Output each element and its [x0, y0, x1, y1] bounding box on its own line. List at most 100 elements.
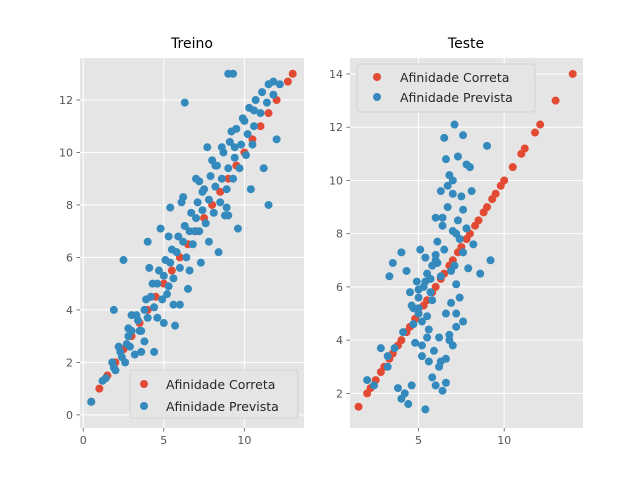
point-afinidade-prevista	[409, 320, 418, 329]
point-afinidade-prevista	[204, 195, 213, 204]
point-afinidade-prevista	[441, 378, 450, 387]
x-tick-label: 5	[415, 434, 422, 447]
point-afinidade-prevista	[206, 172, 215, 181]
point-afinidade-correta	[520, 144, 529, 153]
point-afinidade-prevista	[198, 187, 207, 196]
y-tick-label: 6	[336, 281, 343, 294]
point-afinidade-prevista	[175, 300, 184, 309]
x-tick-label: 0	[80, 434, 87, 447]
point-afinidade-prevista	[143, 313, 152, 322]
point-afinidade-prevista	[421, 405, 430, 414]
point-afinidade-prevista	[369, 381, 378, 390]
point-afinidade-correta	[264, 109, 273, 118]
point-afinidade-prevista	[217, 143, 226, 152]
point-afinidade-prevista	[393, 384, 402, 393]
point-afinidade-prevista	[222, 203, 231, 212]
point-afinidade-prevista	[453, 216, 462, 225]
point-afinidade-prevista	[192, 174, 201, 183]
point-afinidade-prevista	[250, 106, 259, 115]
point-afinidade-prevista	[217, 174, 226, 183]
point-afinidade-prevista	[272, 135, 281, 144]
point-afinidade-prevista	[192, 214, 201, 223]
point-afinidade-prevista	[412, 277, 421, 286]
point-afinidade-prevista	[227, 127, 236, 136]
point-afinidade-prevista	[230, 153, 239, 162]
point-afinidade-prevista	[459, 205, 468, 214]
legend-marker-correta	[373, 73, 381, 81]
point-afinidade-prevista	[269, 77, 278, 86]
point-afinidade-prevista	[465, 163, 474, 172]
legend-label-correta: Afinidade Correta	[166, 377, 275, 392]
point-afinidade-prevista	[188, 240, 197, 249]
point-afinidade-prevista	[229, 174, 238, 183]
point-afinidade-prevista	[158, 295, 167, 304]
data-points	[87, 69, 297, 406]
point-afinidade-prevista	[150, 347, 159, 356]
point-afinidade-prevista	[448, 227, 457, 236]
point-afinidade-prevista	[150, 303, 159, 312]
point-afinidade-prevista	[452, 280, 461, 289]
point-afinidade-prevista	[383, 362, 392, 371]
point-afinidade-prevista	[440, 133, 449, 142]
y-tick-label: 4	[66, 304, 73, 317]
point-afinidade-prevista	[124, 324, 133, 333]
point-afinidade-prevista	[483, 141, 492, 150]
point-afinidade-prevista	[125, 342, 134, 351]
point-afinidade-prevista	[407, 381, 416, 390]
point-afinidade-prevista	[161, 256, 170, 265]
point-afinidade-prevista	[262, 98, 271, 107]
point-afinidade-prevista	[196, 258, 205, 267]
point-afinidade-prevista	[119, 256, 128, 265]
point-afinidade-prevista	[450, 120, 459, 129]
point-afinidade-correta	[216, 187, 225, 196]
point-afinidade-prevista	[414, 285, 423, 294]
point-afinidade-prevista	[180, 98, 189, 107]
point-afinidade-prevista	[114, 342, 123, 351]
point-afinidade-prevista	[402, 266, 411, 275]
y-tick-label: 4	[336, 334, 343, 347]
point-afinidade-prevista	[423, 333, 432, 342]
point-afinidade-prevista	[399, 328, 408, 337]
point-afinidade-prevista	[164, 282, 173, 291]
point-afinidade-correta	[536, 120, 545, 129]
tick-labels: 0 5 10 0 2 4 6 8 10 12	[59, 94, 251, 447]
point-afinidade-prevista	[400, 389, 409, 398]
point-afinidade-prevista	[390, 344, 399, 353]
point-afinidade-prevista	[159, 271, 168, 280]
point-afinidade-prevista	[383, 352, 392, 361]
y-tick-label: 2	[66, 356, 73, 369]
point-afinidade-prevista	[203, 143, 212, 152]
point-afinidade-prevista	[214, 248, 223, 257]
point-afinidade-prevista	[464, 264, 473, 273]
point-afinidade-correta	[491, 189, 500, 198]
point-afinidade-prevista	[164, 232, 173, 241]
point-afinidade-correta	[483, 203, 492, 212]
point-afinidade-prevista	[183, 284, 192, 293]
point-afinidade-prevista	[411, 338, 420, 347]
point-afinidade-prevista	[259, 164, 268, 173]
point-afinidade-prevista	[435, 333, 444, 342]
point-afinidade-prevista	[452, 309, 461, 318]
point-afinidade-prevista	[438, 386, 447, 395]
chart-title: Teste	[447, 36, 484, 52]
chart-title: Treino	[170, 36, 213, 52]
point-afinidade-prevista	[459, 248, 468, 257]
point-afinidade-prevista	[145, 263, 154, 272]
point-afinidade-prevista	[264, 200, 273, 209]
point-afinidade-prevista	[111, 366, 120, 375]
point-afinidade-prevista	[198, 206, 207, 215]
legend-label-prevista: Afinidade Prevista	[400, 90, 513, 105]
y-tick-label: 12	[59, 94, 73, 107]
point-afinidade-prevista	[174, 232, 183, 241]
point-afinidade-prevista	[431, 256, 440, 265]
point-afinidade-prevista	[171, 321, 180, 330]
point-afinidade-prevista	[407, 301, 416, 310]
point-afinidade-prevista	[179, 237, 188, 246]
point-afinidade-prevista	[459, 131, 468, 140]
point-afinidade-prevista	[469, 240, 478, 249]
x-tick-label: 5	[160, 434, 167, 447]
point-afinidade-prevista	[416, 245, 425, 254]
point-afinidade-prevista	[153, 313, 162, 322]
point-afinidade-prevista	[452, 322, 461, 331]
legend-marker-correta	[140, 380, 148, 388]
